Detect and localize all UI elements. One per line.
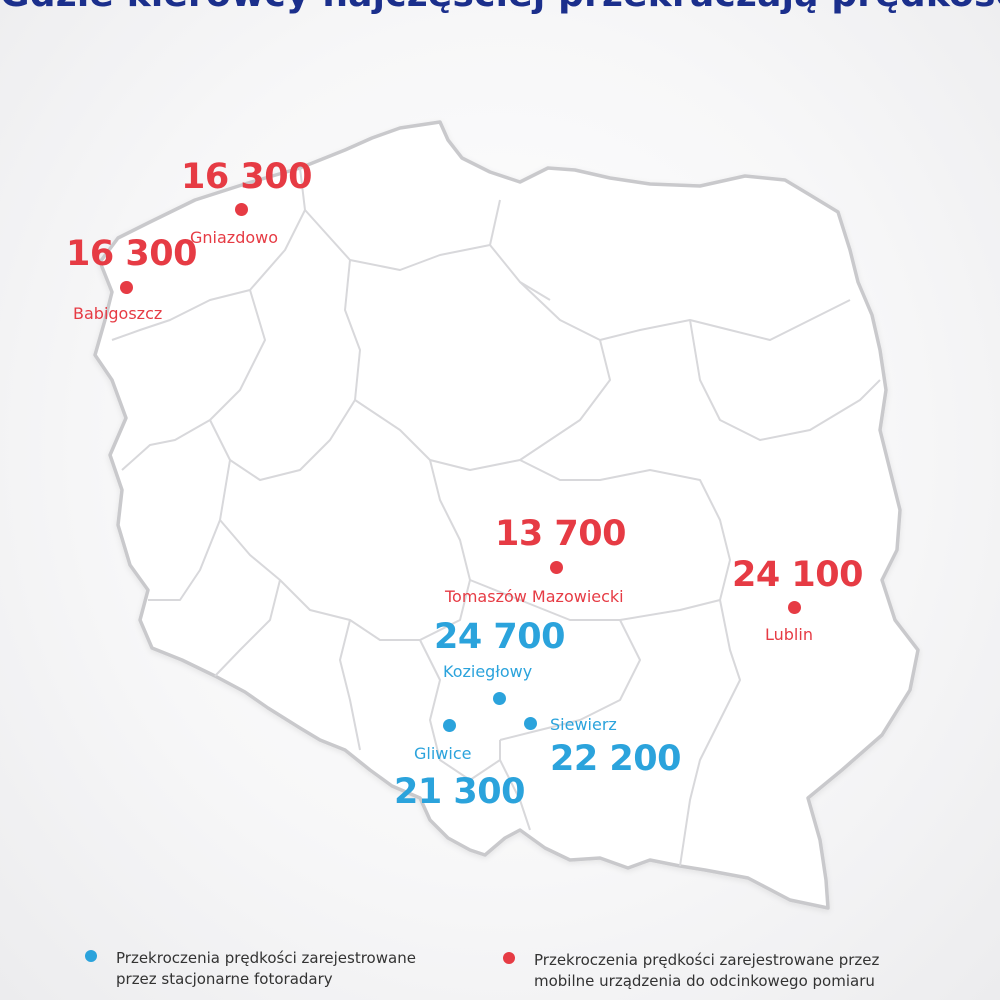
legend-mobile-text: Przekroczenia prędkości zarejestrowane p… [534,950,879,992]
legend-mobile-line1: Przekroczenia prędkości zarejestrowane p… [534,951,880,969]
marker-city-siewierz: Siewierz [550,715,617,734]
marker-city-gniazdowo: Gniazdowo [190,228,279,247]
marker-value-siewierz: 22 200 [550,739,681,779]
marker-city-kozieglowy: Koziegłowy [443,662,533,681]
poland-outline [93,120,920,910]
marker-value-gliwice: 21 300 [394,772,525,812]
marker-value-kozieglowy: 24 700 [434,617,565,657]
marker-value-babigoszcz: 16 300 [66,234,197,274]
legend-mobile-dot [503,952,515,964]
legend-mobile-line2: mobilne urządzenia do odcinkowego pomiar… [534,972,875,990]
marker-dot-tomaszow-mazowiecki [550,561,563,574]
marker-city-tomaszow-mazowiecki: Tomaszów Mazowiecki [445,587,624,606]
marker-dot-kozieglowy [493,692,506,705]
legend-stationary-line2: przez stacjonarne fotoradary [116,970,333,988]
legend-stationary-dot [85,950,97,962]
marker-city-babigoszcz: Babigoszcz [73,304,163,323]
infographic-title: Gdzie kierowcy najczęściej przekraczają … [0,0,1000,15]
marker-dot-siewierz [524,717,537,730]
marker-dot-gliwice [443,719,456,732]
marker-value-tomaszow-mazowiecki: 13 700 [495,514,626,554]
marker-dot-lublin [788,601,801,614]
legend-stationary-text: Przekroczenia prędkości zarejestrowane p… [116,948,416,990]
marker-city-lublin: Lublin [765,625,813,644]
marker-value-lublin: 24 100 [732,555,863,595]
marker-dot-gniazdowo [235,203,248,216]
marker-value-gniazdowo: 16 300 [181,157,312,197]
legend-stationary-line1: Przekroczenia prędkości zarejestrowane [116,949,416,967]
voivodeship-borders [111,167,881,867]
marker-dot-babigoszcz [120,281,133,294]
marker-city-gliwice: Gliwice [414,744,472,763]
